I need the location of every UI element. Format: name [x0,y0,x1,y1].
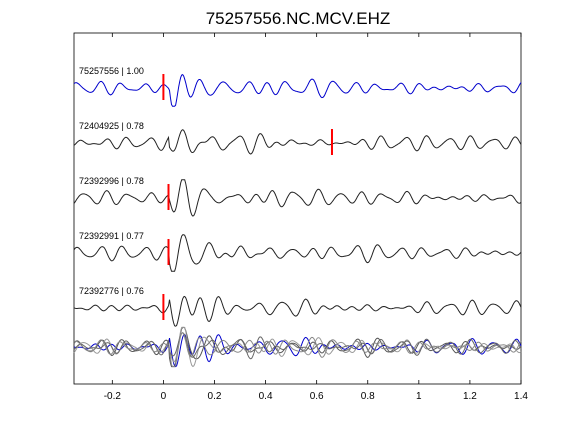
x-tick-label-4: 0.6 [310,391,324,402]
x-tick-label-5: 0.8 [361,391,375,402]
x-tick-label-8: 1.4 [514,391,528,402]
x-tick-label-0: -0.2 [104,391,122,402]
plot-frame [73,32,522,385]
trace-label-4: 72392991 | 0.77 [79,231,144,241]
trace-labels: 75257556 | 1.00 72404925 | 0.78 72392996 |… [79,66,144,296]
x-axis: -0.2 0 0.2 0.4 0.6 0.8 1 1.2 1.4 [104,33,528,402]
trace-label-5: 72392776 | 0.76 [79,286,144,296]
trace-line-5 [73,295,522,327]
x-tick-label-7: 1.2 [463,391,477,402]
trace-line-2 [73,129,522,155]
overlay-stack [73,326,522,368]
x-tick-label-6: 1 [416,391,422,402]
stack-line-2 [73,332,522,360]
stack-line-4 [73,326,522,368]
trace-line-4 [73,234,522,272]
trace-label-1: 75257556 | 1.00 [79,66,144,76]
x-tick-label-3: 0.4 [259,391,273,402]
traces-layer [73,73,522,327]
x-tick-label-2: 0.2 [208,391,222,402]
trace-label-2: 72404925 | 0.78 [79,121,144,131]
trace-label-3: 72392996 | 0.78 [79,176,144,186]
chart-title: 75257556.NC.MCV.EHZ [206,9,391,28]
trace-line-1 [73,73,522,107]
x-tick-label-1: 0 [161,391,167,402]
trace-line-3 [73,179,522,217]
pick-markers [162,74,333,320]
stack-line-1 [73,331,522,368]
